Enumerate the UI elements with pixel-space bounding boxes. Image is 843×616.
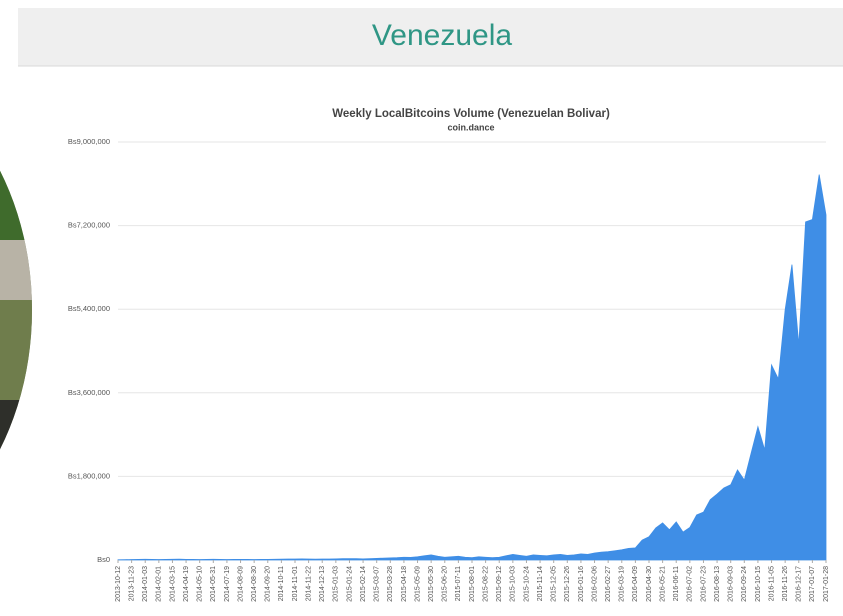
x-tick-label: 2014-08-30	[251, 566, 258, 602]
x-tick-label: 2014-11-22	[305, 566, 312, 601]
x-tick-label: 2014-11-01	[292, 566, 299, 601]
x-tick-label: 2016-08-13	[714, 566, 721, 602]
y-tick-label: Bs5,400,000	[68, 304, 110, 313]
y-tick-label: Bs0	[97, 555, 110, 564]
x-tick-label: 2016-10-15	[755, 566, 762, 602]
x-tick-label: 2015-05-09	[414, 566, 421, 602]
x-tick-label: 2015-10-03	[510, 566, 517, 602]
x-tick-label: 2016-04-09	[632, 566, 639, 602]
x-tick-label: 2015-08-01	[469, 566, 476, 602]
x-tick-label: 2016-03-19	[619, 566, 626, 602]
header-bar	[18, 8, 843, 66]
x-tick-label: 2017-01-28	[823, 566, 830, 602]
x-tick-label: 2016-02-06	[591, 566, 598, 602]
x-tick-label: 2015-03-07	[374, 566, 381, 602]
chart-subtitle: coin.dance	[447, 122, 494, 132]
y-tick-label: Bs9,000,000	[68, 137, 110, 146]
x-tick-label: 2015-01-03	[333, 566, 340, 602]
x-tick-label: 2015-08-22	[482, 566, 489, 602]
x-tick-label: 2015-10-24	[523, 566, 530, 602]
x-tick-label: 2014-10-11	[278, 566, 285, 601]
x-tick-label: 2016-07-02	[687, 566, 694, 602]
x-tick-label: 2016-07-23	[700, 566, 707, 602]
x-tick-label: 2015-06-20	[442, 566, 449, 602]
x-tick-label: 2015-03-28	[387, 566, 394, 602]
x-tick-label: 2016-09-24	[741, 566, 748, 602]
x-tick-label: 2015-01-24	[346, 566, 353, 602]
x-tick-label: 2016-11-05	[768, 566, 775, 601]
x-tick-label: 2017-01-07	[809, 566, 816, 602]
x-tick-label: 2016-05-21	[659, 566, 666, 602]
x-tick-label: 2013-11-23	[128, 566, 135, 601]
x-tick-label: 2014-02-01	[156, 566, 163, 602]
x-tick-label: 2016-11-26	[782, 566, 789, 601]
x-tick-label: 2014-07-19	[224, 566, 231, 602]
area	[117, 174, 827, 561]
x-tick-label: 2016-01-16	[578, 566, 585, 602]
x-tick-label: 2014-12-13	[319, 566, 326, 602]
chart-title: Weekly LocalBitcoins Volume (Venezuelan …	[332, 108, 610, 120]
x-tick-label: 2015-12-05	[551, 566, 558, 602]
x-tick-label: 2014-01-03	[142, 566, 149, 602]
x-tick-label: 2016-02-27	[605, 566, 612, 602]
slide-title: Venezuela	[372, 19, 512, 52]
x-tick-label: 2014-05-10	[197, 566, 204, 602]
x-tick-label: 2015-04-18	[401, 566, 408, 602]
x-tick-label: 2014-09-20	[265, 566, 272, 602]
x-tick-label: 2014-03-15	[169, 566, 176, 602]
x-tick-label: 2014-05-31	[210, 566, 217, 602]
plot: Bs0 Bs1,800,000 Bs3,600,000 Bs5,400,000 Bs7,…	[68, 137, 830, 602]
y-tick-label: Bs7,200,000	[68, 221, 110, 230]
y-tick-label: Bs3,600,000	[68, 388, 110, 397]
x-tick-label: 2015-11-14	[537, 566, 544, 601]
x-tick-label: 2016-09-03	[728, 566, 735, 602]
x-tick-label: 2015-02-14	[360, 566, 367, 602]
x-tick-label: 2013-10-12	[115, 566, 122, 602]
x-tick-label: 2015-09-12	[496, 566, 503, 602]
x-tick-label: 2015-05-30	[428, 566, 435, 602]
x-tick-label: 2016-06-11	[673, 566, 680, 601]
x-tick-label: 2015-07-11	[455, 566, 462, 601]
x-tick-label: 2014-04-19	[183, 566, 190, 602]
x-tick-label: 2016-04-30	[646, 566, 653, 602]
x-tick-label: 2016-12-17	[796, 566, 803, 602]
y-tick-label: Bs1,800,000	[68, 471, 110, 480]
x-tick-label: 2015-12-26	[564, 566, 571, 602]
photo	[0, 58, 32, 562]
x-tick-label: 2014-08-09	[237, 566, 244, 602]
